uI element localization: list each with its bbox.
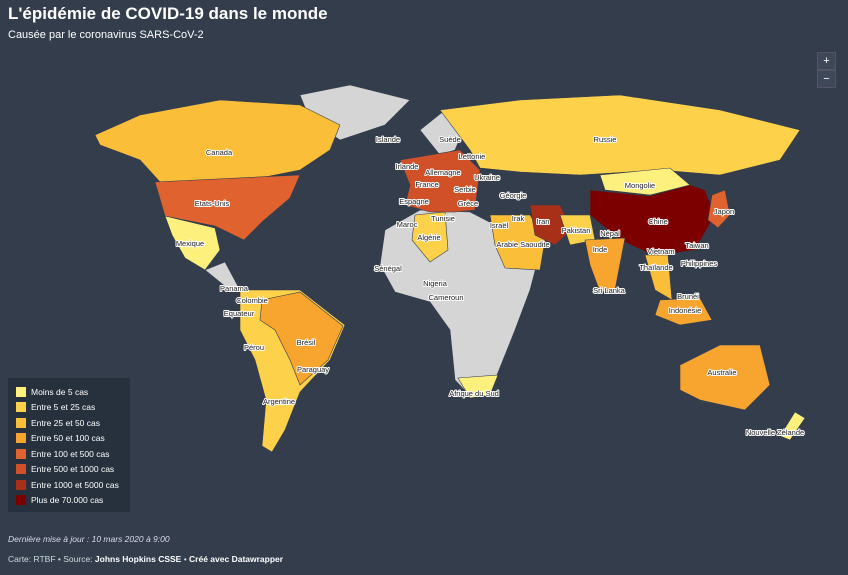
- country-label: Israël: [490, 221, 509, 230]
- country-label: Espagne: [399, 197, 429, 206]
- country-label: Sri Lanka: [593, 286, 626, 295]
- country-label: Equateur: [224, 309, 255, 318]
- legend-label: Entre 5 et 25 cas: [31, 402, 96, 413]
- country-label: Nigeria: [423, 279, 448, 288]
- credit-text: Carte: RTBF • Source:: [8, 554, 95, 564]
- country-label: Sénégal: [374, 264, 402, 273]
- country-label: Taiwan: [685, 241, 708, 250]
- country-label: Algérie: [417, 233, 440, 242]
- country-label: France: [415, 180, 438, 189]
- legend-swatch: [16, 433, 26, 444]
- source-link[interactable]: Johns Hopkins CSSE: [94, 554, 182, 564]
- country-label: Paraguay: [297, 365, 329, 374]
- country-label: Etats-Unis: [195, 199, 230, 208]
- country-label: Népal: [600, 229, 620, 238]
- country-label: Cameroun: [428, 293, 463, 302]
- legend-item: Moins de 5 cas: [16, 384, 130, 400]
- credit-text: •: [181, 554, 190, 564]
- country-label: Australie: [707, 368, 736, 377]
- country-label: Indonésie: [669, 306, 702, 315]
- legend-swatch: [16, 464, 26, 475]
- country-label: Panama: [220, 284, 249, 293]
- zoom-in[interactable]: +: [817, 52, 836, 70]
- zoom-out[interactable]: −: [817, 70, 836, 88]
- country-label: Vietnam: [647, 247, 674, 256]
- last-updated: Dernière mise à jour : 10 mars 2020 à 9:…: [8, 534, 170, 544]
- country-label: Afrique du Sud: [449, 389, 499, 398]
- country-label: Argentine: [263, 397, 295, 406]
- country-label: Brésil: [297, 338, 316, 347]
- country-label: Allemagne: [425, 168, 460, 177]
- country-label: Iran: [537, 217, 550, 226]
- legend-swatch: [16, 448, 26, 459]
- legend-label: Moins de 5 cas: [31, 386, 89, 397]
- country-label: Irak: [512, 214, 525, 223]
- country-label: Serbie: [454, 185, 476, 194]
- legend: Moins de 5 cas Entre 5 et 25 cas Entre 25 …: [8, 378, 130, 512]
- title: L'épidémie de COVID-19 dans le monde: [8, 4, 328, 23]
- country-label: Pérou: [244, 343, 264, 352]
- country-label: Islande: [376, 135, 400, 144]
- country-label: Géorgie: [500, 191, 527, 200]
- legend-item: Entre 500 et 1000 cas: [16, 462, 130, 478]
- country-label: Japon: [714, 207, 734, 216]
- legend-item: Entre 5 et 25 cas: [16, 400, 130, 416]
- country-label: Mexique: [176, 239, 204, 248]
- legend-label: Entre 50 et 100 cas: [31, 433, 105, 444]
- country-label: Thaïlande: [639, 263, 672, 272]
- country-label: Maroc: [397, 220, 418, 229]
- country-label: Pakistan: [562, 226, 591, 235]
- legend-label: Entre 100 et 500 cas: [31, 448, 110, 459]
- country-label: Irlande: [396, 162, 419, 171]
- land: [94, 84, 806, 453]
- country-label: Philippines: [681, 259, 718, 268]
- country-label: Tunisie: [431, 214, 455, 223]
- legend-item: Entre 50 et 100 cas: [16, 431, 130, 447]
- country-label: Nouvelle Zélande: [746, 428, 804, 437]
- legend-label: Entre 1000 et 5000 cas: [31, 479, 119, 490]
- legend-swatch: [16, 386, 26, 397]
- legend-swatch: [16, 402, 26, 413]
- legend-item: Entre 1000 et 5000 cas: [16, 477, 130, 493]
- country-label: Arabie Saoudite: [496, 240, 549, 249]
- legend-item: Entre 100 et 500 cas: [16, 446, 130, 462]
- country-label: Brunéi: [677, 292, 699, 301]
- legend-swatch: [16, 479, 26, 490]
- country-label: Canada: [206, 148, 233, 157]
- datawrapper-link[interactable]: Créé avec Datawrapper: [189, 554, 284, 564]
- country-labels: Islande Suède Canada Russie Lettonie Irlande A…: [175, 134, 805, 438]
- country-label: Colombie: [236, 296, 268, 305]
- legend-label: Entre 25 et 50 cas: [31, 417, 100, 428]
- country-label: Chine: [648, 217, 668, 226]
- legend-item: Plus de 70.000 cas: [16, 493, 130, 509]
- country-label: Lettonie: [459, 152, 486, 161]
- credits: Carte: RTBF • Source: Johns Hopkins CSSE…: [8, 554, 283, 564]
- legend-item: Entre 25 et 50 cas: [16, 415, 130, 431]
- legend-swatch: [16, 417, 26, 428]
- subtitle: Causée par le coronavirus SARS-CoV-2: [8, 29, 204, 41]
- country-label: Suède: [439, 135, 461, 144]
- legend-label: Entre 500 et 1000 cas: [31, 464, 115, 475]
- country-label: Russie: [594, 135, 617, 144]
- legend-swatch: [16, 495, 26, 506]
- country-label: Inde: [593, 245, 608, 254]
- country-label: Mongolie: [625, 181, 655, 190]
- country-label: Ukraine: [474, 173, 500, 182]
- legend-label: Plus de 70.000 cas: [31, 495, 104, 506]
- country-label: Grèce: [458, 199, 478, 208]
